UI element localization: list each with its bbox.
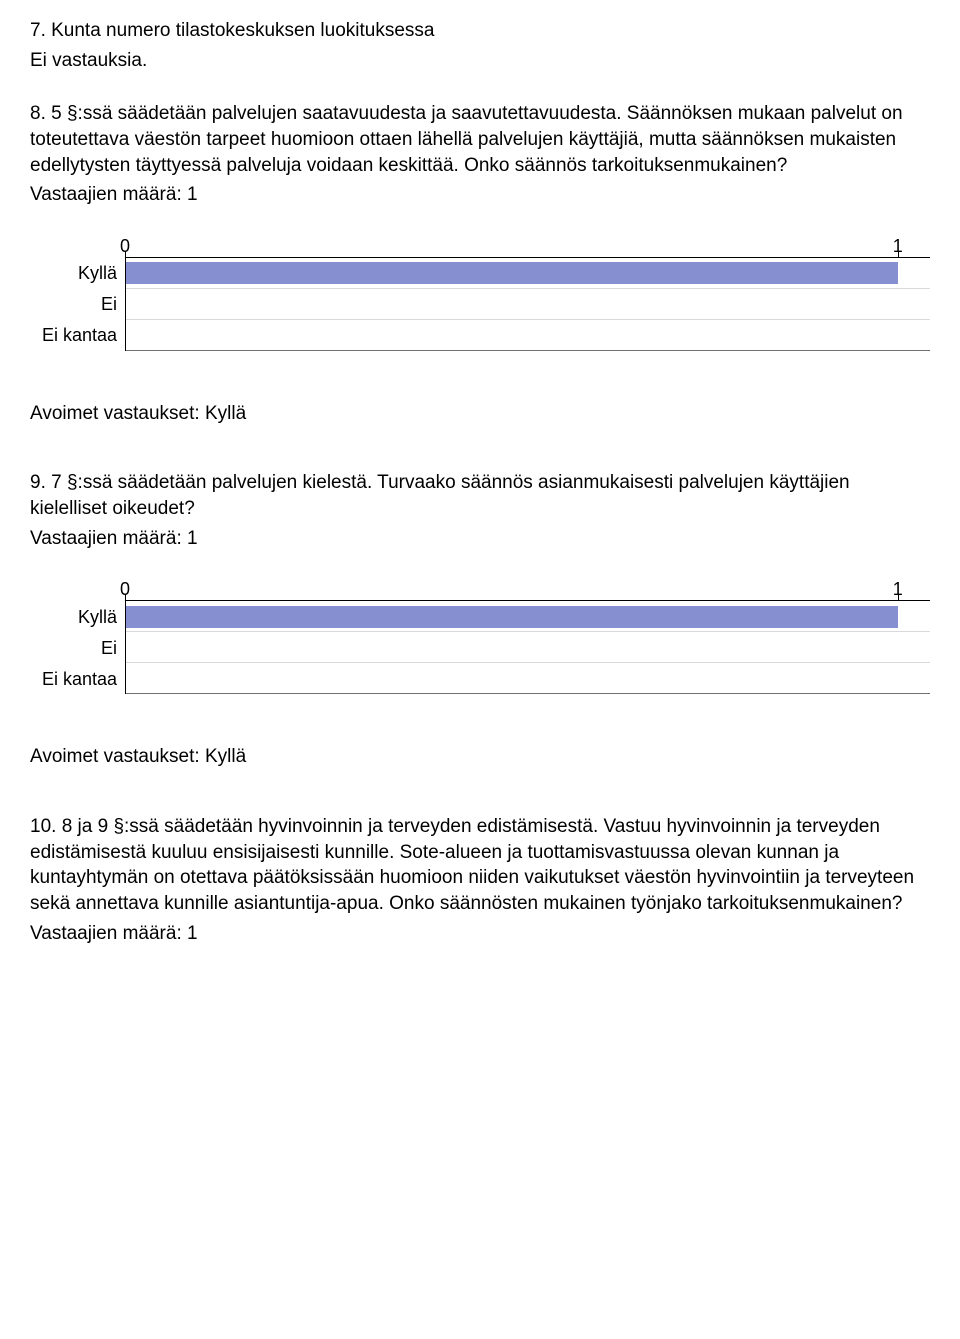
q10-sub: Vastaajien määrä: 1 [30,921,930,947]
q9-ylabel-0: Kyllä [30,601,125,632]
q9-xticks: 0 1 [125,579,930,601]
q9-bar-row-0 [126,601,930,632]
q8-xticks: 0 1 [125,236,930,258]
q8-ylabel-2: Ei kantaa [30,320,125,351]
q9-ylabel-1: Ei [30,632,125,663]
q8-bar-row-2 [126,320,930,351]
q8-ylabel-1: Ei [30,289,125,320]
q8-title: 8. 5 §:ssä säädetään palvelujen saatavuu… [30,101,930,178]
question-8: 8. 5 §:ssä säädetään palvelujen saatavuu… [30,101,930,426]
q8-chart-ylabels: Kyllä Ei Ei kantaa [30,236,125,351]
question-10: 10. 8 ja 9 §:ssä säädetään hyvinvoinnin … [30,814,930,946]
q9-chart-plot: 0 1 [125,579,930,694]
q9-sub: Vastaajien määrä: 1 [30,526,930,552]
q9-title: 9. 7 §:ssä säädetään palvelujen kielestä… [30,470,930,521]
q7-sub: Ei vastauksia. [30,48,930,74]
q8-bars [125,258,930,351]
q9-bar-0 [126,606,898,628]
q9-open: Avoimet vastaukset: Kyllä [30,744,930,770]
q8-chart-plot: 0 1 [125,236,930,351]
q9-bars [125,601,930,694]
q8-sub: Vastaajien määrä: 1 [30,182,930,208]
q9-chart: Kyllä Ei Ei kantaa 0 1 [30,579,930,694]
q7-title: 7. Kunta numero tilastokeskuksen luokitu… [30,18,930,44]
q9-bar-row-2 [126,663,930,694]
q8-ylabel-0: Kyllä [30,258,125,289]
q9-ylabel-2: Ei kantaa [30,663,125,694]
q10-title: 10. 8 ja 9 §:ssä säädetään hyvinvoinnin … [30,814,930,917]
question-9: 9. 7 §:ssä säädetään palvelujen kielestä… [30,470,930,770]
q9-bar-row-1 [126,632,930,663]
q8-open: Avoimet vastaukset: Kyllä [30,401,930,427]
q9-chart-ylabels: Kyllä Ei Ei kantaa [30,579,125,694]
q8-chart: Kyllä Ei Ei kantaa 0 1 [30,236,930,351]
question-7: 7. Kunta numero tilastokeskuksen luokitu… [30,18,930,73]
q8-bar-0 [126,262,898,284]
q8-bar-row-0 [126,258,930,289]
q8-bar-row-1 [126,289,930,320]
